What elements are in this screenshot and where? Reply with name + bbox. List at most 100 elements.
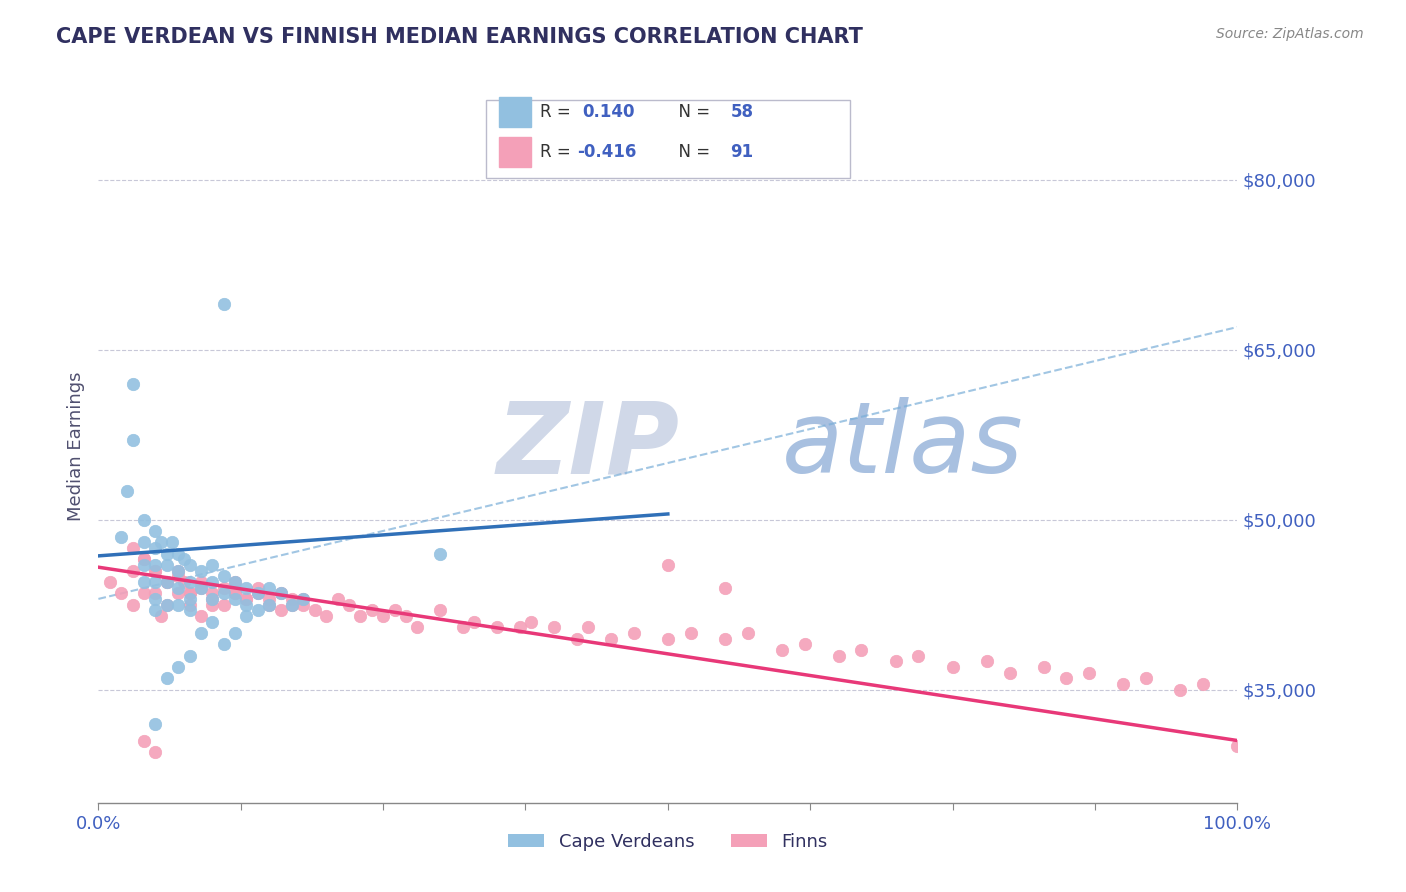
Text: Source: ZipAtlas.com: Source: ZipAtlas.com <box>1216 27 1364 41</box>
Point <box>212 581 235 595</box>
Text: atlas: atlas <box>782 398 1024 494</box>
Point <box>770 643 793 657</box>
Point <box>145 603 167 617</box>
Legend: Cape Verdeans, Finns: Cape Verdeans, Finns <box>501 826 835 858</box>
Point <box>190 581 212 595</box>
Text: CAPE VERDEAN VS FINNISH MEDIAN EARNINGS CORRELATION CHART: CAPE VERDEAN VS FINNISH MEDIAN EARNINGS … <box>56 27 863 46</box>
Point <box>167 569 190 583</box>
Point <box>429 547 451 561</box>
Point <box>132 574 155 589</box>
Point <box>828 648 851 663</box>
Point <box>110 530 132 544</box>
Point <box>132 513 155 527</box>
Point <box>121 598 143 612</box>
Point <box>292 591 315 606</box>
Point <box>270 603 292 617</box>
Point <box>451 620 474 634</box>
Point <box>201 558 224 572</box>
Text: N =: N = <box>668 103 716 121</box>
Point <box>337 598 360 612</box>
Point <box>212 297 235 311</box>
Text: R =: R = <box>540 143 576 161</box>
Point <box>224 626 246 640</box>
Point <box>212 569 235 583</box>
Point <box>190 581 212 595</box>
Point <box>576 620 599 634</box>
Point <box>121 376 143 391</box>
Point <box>190 564 212 578</box>
Point <box>167 581 190 595</box>
Point <box>235 598 257 612</box>
Point <box>110 586 132 600</box>
Point <box>246 603 269 617</box>
Point <box>167 564 190 578</box>
Point <box>714 581 737 595</box>
Point <box>190 608 212 623</box>
Point <box>395 608 418 623</box>
Point <box>156 574 179 589</box>
Point <box>132 552 155 566</box>
Point <box>976 654 998 668</box>
Point <box>565 632 588 646</box>
FancyBboxPatch shape <box>485 100 851 178</box>
Point <box>132 535 155 549</box>
Point <box>509 620 531 634</box>
Text: -0.416: -0.416 <box>576 143 636 161</box>
Point <box>212 586 235 600</box>
Point <box>281 598 304 612</box>
Point <box>145 564 167 578</box>
Point <box>98 574 121 589</box>
Point <box>281 598 304 612</box>
Point <box>145 586 167 600</box>
Point <box>1170 682 1192 697</box>
Point <box>173 574 195 589</box>
Point <box>714 632 737 646</box>
Point <box>179 598 201 612</box>
Point <box>156 598 179 612</box>
Point <box>156 558 179 572</box>
Point <box>281 591 304 606</box>
Point <box>657 558 679 572</box>
Point <box>156 574 179 589</box>
Point <box>145 541 167 555</box>
Point <box>1226 739 1249 754</box>
Point <box>1112 677 1135 691</box>
Point <box>360 603 382 617</box>
Point <box>173 552 195 566</box>
Point <box>907 648 929 663</box>
Point <box>429 603 451 617</box>
Point <box>115 484 138 499</box>
Point <box>1032 660 1054 674</box>
Point <box>259 598 281 612</box>
Point <box>145 591 167 606</box>
Point <box>1135 671 1157 685</box>
Point <box>150 535 173 549</box>
Point <box>520 615 543 629</box>
Point <box>201 598 224 612</box>
Point <box>224 586 246 600</box>
Point <box>737 626 759 640</box>
Point <box>1054 671 1078 685</box>
Point <box>167 564 190 578</box>
Point <box>235 608 257 623</box>
Point <box>998 665 1021 680</box>
Point <box>145 564 167 578</box>
Point <box>384 603 406 617</box>
Point <box>121 434 143 448</box>
Point <box>246 586 269 600</box>
Point <box>349 608 371 623</box>
Point <box>224 591 246 606</box>
Text: R =: R = <box>540 103 582 121</box>
Point <box>235 591 257 606</box>
Point <box>145 745 167 759</box>
Point <box>224 574 246 589</box>
Text: 0.140: 0.140 <box>582 103 636 121</box>
Point <box>201 591 224 606</box>
Point <box>463 615 485 629</box>
Point <box>623 626 645 640</box>
Point <box>884 654 907 668</box>
Point <box>326 591 349 606</box>
Point <box>132 558 155 572</box>
Point <box>235 591 257 606</box>
Point <box>212 598 235 612</box>
